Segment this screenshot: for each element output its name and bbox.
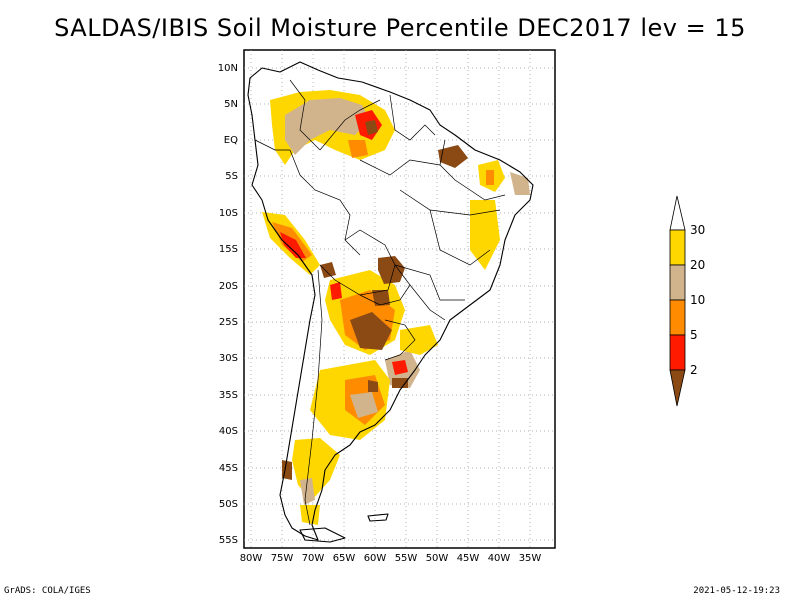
lat-label: 30S: [219, 353, 238, 364]
colorbar-legend: [669, 195, 686, 407]
lat-label: 5S: [225, 171, 238, 182]
shade-peru-brown: [320, 262, 336, 278]
latitude-labels: 10N 5N EQ 5S 10S 15S 20S 25S 30S 35S 40S…: [218, 63, 238, 546]
longitude-labels: 80W 75W 70W 65W 60W 55W 50W 45W 40W 35W: [240, 553, 542, 564]
border-guianas: [389, 94, 436, 141]
shade-pampas-tan: [350, 392, 378, 418]
border-venezuela-brazil: [319, 99, 381, 151]
shade-north-brown: [365, 120, 378, 135]
border-brazil-states-2: [429, 209, 491, 266]
shade-chaco-brown: [350, 312, 392, 350]
lon-label: 75W: [271, 553, 294, 564]
legend-below-2: [669, 369, 686, 407]
lon-label: 70W: [302, 553, 325, 564]
shade-pampas-brown: [368, 380, 378, 392]
country-borders: [254, 79, 506, 526]
border-brazil-states-4: [409, 284, 446, 321]
legend-label: 30: [690, 223, 705, 237]
shade-north-tan: [285, 98, 370, 155]
lon-label: 55W: [395, 553, 418, 564]
lat-label: 35S: [219, 390, 238, 401]
footer-timestamp: 2021-05-12-19:23: [693, 586, 780, 596]
border-ecuador-peru: [254, 139, 290, 151]
lat-label: EQ: [224, 135, 238, 146]
falkland-islands: [367, 513, 389, 522]
shade-east-yellow: [470, 200, 500, 270]
tierra-del-fuego: [299, 527, 346, 543]
continent-outline: [247, 61, 534, 543]
lat-label: 10S: [219, 208, 238, 219]
shade-uruguay-red: [392, 360, 408, 375]
shade-tierra-yellow: [300, 505, 320, 525]
legend-10-20: [669, 264, 686, 301]
border-brazil-states-1: [399, 189, 501, 216]
shade-ne-brown: [438, 145, 468, 168]
lat-label: 55S: [219, 535, 238, 546]
border-brazil-states-3: [394, 264, 465, 301]
shade-bolivia-red: [330, 282, 342, 300]
shade-ne-orange: [486, 170, 494, 185]
shade-north-orange: [348, 140, 368, 158]
lat-label: 45S: [219, 463, 238, 474]
shade-pantanal-brown: [378, 256, 405, 284]
lat-label: 5N: [224, 99, 238, 110]
border-paraguay: [359, 264, 411, 306]
border-bolivia: [319, 229, 396, 296]
border-chile-argentina: [304, 269, 323, 526]
legend-2-5: [669, 334, 686, 371]
legend-label: 20: [690, 258, 705, 272]
legend-20-30: [669, 229, 686, 266]
lat-label: 25S: [219, 317, 238, 328]
shade-andes-red: [280, 232, 306, 258]
footer-credit: GrADS: COLA/IGES: [4, 586, 91, 596]
lat-label: 50S: [219, 499, 238, 510]
lat-label: 15S: [219, 244, 238, 255]
legend-label: 5: [690, 328, 698, 342]
legend-label: 2: [690, 363, 698, 377]
border-brazil-states-6: [439, 139, 446, 166]
lon-label: 50W: [426, 553, 449, 564]
border-brazil-states-5: [359, 159, 471, 191]
legend-above-30: [669, 195, 686, 231]
shade-south-brazil-yellow: [400, 325, 438, 355]
shade-paraguay-brown: [372, 290, 390, 306]
lon-label: 40W: [488, 553, 511, 564]
south-america-coastline: [247, 61, 534, 541]
map-title: SALDAS/IBIS Soil Moisture Percentile DEC…: [54, 14, 746, 42]
border-brazil-states-7: [469, 189, 506, 201]
colorbar-labels: 30 20 10 5 2: [690, 223, 705, 377]
legend-label: 10: [690, 293, 705, 307]
lat-label: 10N: [218, 63, 238, 74]
lon-label: 35W: [519, 553, 542, 564]
border-colombia-venezuela: [289, 79, 321, 151]
lon-label: 60W: [364, 553, 387, 564]
lon-label: 65W: [333, 553, 356, 564]
shade-patagonia-tan: [300, 478, 315, 505]
lat-label: 40S: [219, 426, 238, 437]
lat-label: 20S: [219, 281, 238, 292]
lon-label: 45W: [457, 553, 480, 564]
legend-5-10: [669, 299, 686, 336]
border-argentina-brazil-uruguay: [384, 319, 416, 361]
lon-label: 80W: [240, 553, 263, 564]
